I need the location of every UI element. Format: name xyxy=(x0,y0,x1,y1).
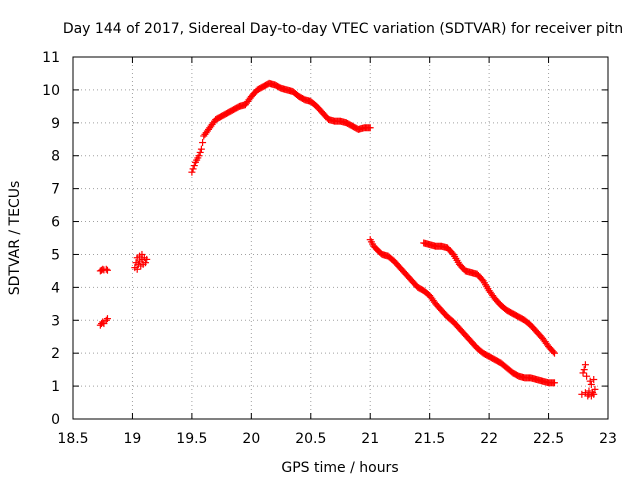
y-tick-labels: 0 1 2 3 4 5 6 7 8 9 10 11 xyxy=(42,50,60,428)
y-tick-label: 9 xyxy=(51,116,60,132)
data-point xyxy=(551,379,558,387)
data-point xyxy=(366,124,374,132)
data-point xyxy=(199,139,207,147)
data-point xyxy=(591,385,599,393)
y-tick-label: 10 xyxy=(42,83,60,99)
data-point xyxy=(143,255,151,263)
data-point xyxy=(189,165,197,173)
data-point xyxy=(102,316,110,324)
x-tick-label: 22.5 xyxy=(533,431,564,447)
data-point xyxy=(590,376,598,384)
y-tick-label: 8 xyxy=(51,149,60,165)
x-tick-label: 21.5 xyxy=(414,431,445,447)
y-tick-label: 6 xyxy=(51,215,60,231)
x-tick-label: 21 xyxy=(361,431,379,447)
data-point xyxy=(196,148,204,156)
y-tick-label: 1 xyxy=(51,379,60,395)
data-point xyxy=(583,372,591,380)
data-point xyxy=(102,265,110,273)
data-point xyxy=(195,152,203,160)
grid-lines xyxy=(73,57,608,419)
data-point xyxy=(551,349,558,357)
data-point xyxy=(188,168,196,176)
x-tick-label: 20.5 xyxy=(295,431,326,447)
y-tick-label: 4 xyxy=(51,280,60,296)
data-point xyxy=(580,366,588,374)
data-point xyxy=(99,318,107,326)
x-tick-label: 20 xyxy=(242,431,260,447)
chart-title: Day 144 of 2017, Sidereal Day-to-day VTE… xyxy=(63,21,623,37)
x-axis-title: GPS time / hours xyxy=(281,460,398,476)
axis-ticks xyxy=(72,56,609,420)
data-point xyxy=(586,377,594,385)
data-point xyxy=(197,145,205,153)
data-point xyxy=(142,259,150,267)
data-point xyxy=(581,361,589,369)
x-tick-labels: 18.5 19 19.5 20 20.5 21 21.5 22 22.5 23 xyxy=(57,431,617,447)
data-point xyxy=(549,348,557,356)
plot-frame xyxy=(72,56,609,420)
data-point xyxy=(578,390,586,398)
data-point xyxy=(587,380,595,388)
y-tick-label: 2 xyxy=(51,346,60,362)
data-point xyxy=(103,266,111,274)
data-point xyxy=(590,390,598,398)
y-tick-label: 11 xyxy=(42,50,60,66)
data-point xyxy=(133,265,141,273)
y-tick-label: 3 xyxy=(51,313,60,329)
y-tick-label: 5 xyxy=(51,247,60,263)
data-point xyxy=(103,315,111,323)
data-point xyxy=(190,162,198,170)
x-tick-label: 19.5 xyxy=(176,431,207,447)
x-tick-label: 19 xyxy=(124,431,142,447)
data-markers xyxy=(96,79,599,400)
data-point xyxy=(579,369,587,377)
y-tick-label: 0 xyxy=(51,412,60,428)
x-tick-label: 18.5 xyxy=(57,431,88,447)
x-tick-label: 22 xyxy=(480,431,498,447)
data-point xyxy=(585,387,593,395)
x-tick-label: 23 xyxy=(599,431,617,447)
y-axis-title: SDTVAR / TECUs xyxy=(7,181,23,296)
y-tick-label: 7 xyxy=(51,182,60,198)
